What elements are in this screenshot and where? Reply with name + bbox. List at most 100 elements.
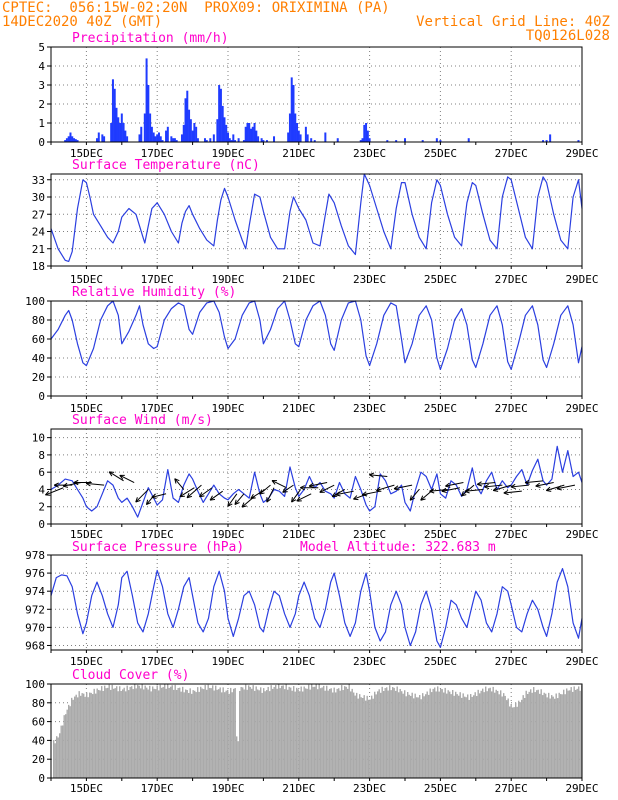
cloud-bar (171, 685, 173, 778)
cloud-bar (321, 687, 323, 778)
cloud-bar (413, 698, 415, 778)
precip-bar (212, 134, 215, 142)
x-tick-label: 15DEC (70, 402, 103, 415)
cloud-bar (219, 687, 221, 778)
cloud-bar (575, 689, 577, 778)
wind-arrow (492, 484, 512, 492)
cloud-bar (59, 733, 61, 778)
cloud-bar (182, 686, 184, 778)
wind-arrow (361, 490, 381, 497)
precip-bar (150, 126, 153, 142)
wind-arrow (108, 471, 124, 482)
precip-bar (188, 109, 191, 142)
cloud-bar (159, 684, 161, 778)
cloud-bar (560, 694, 562, 778)
cloud-bar (270, 685, 272, 778)
cloud-bar (230, 687, 232, 778)
cloud-bar (417, 697, 419, 778)
cloud-bar (180, 691, 182, 778)
cloud-bar (485, 686, 487, 778)
cloud-bar (77, 697, 79, 778)
cloud-bar (110, 689, 112, 778)
precip-bar (143, 113, 146, 142)
wind-arrow (135, 489, 149, 503)
cloud-bar (530, 689, 532, 778)
cloud-bar (282, 685, 284, 778)
cloud-bar (402, 693, 404, 778)
precip-bar (113, 88, 116, 142)
cloud-bar (482, 688, 484, 778)
cloud-bar (558, 692, 560, 778)
wind-arrow (477, 481, 496, 487)
x-tick-label: 15DEC (70, 528, 103, 541)
precip-bar (74, 139, 77, 142)
y-tick-label: 0 (38, 136, 45, 149)
cloud-bar (248, 685, 250, 778)
precip-bar (257, 136, 260, 142)
precip-bar (97, 132, 100, 142)
cloud-bar (510, 704, 512, 778)
cloud-bar (212, 685, 214, 778)
cloud-bar (422, 693, 424, 778)
x-tick-label: 21DEC (282, 782, 315, 795)
wind-arrow (535, 482, 554, 488)
cloud-bar (500, 690, 502, 778)
x-tick-label: 19DEC (211, 402, 244, 415)
cloud-bar (57, 737, 59, 778)
precip-bar (138, 134, 141, 142)
cloud-bar (191, 693, 193, 778)
cloud-bar (228, 693, 230, 778)
cloud-bar (204, 684, 206, 778)
cloud-bar (209, 687, 211, 778)
cloud-bar (155, 689, 157, 778)
precip-bar (366, 130, 369, 142)
precip-bar (101, 134, 104, 142)
cloud-bar (132, 689, 134, 778)
cloud-bar (54, 743, 56, 778)
precip-bar (196, 138, 199, 142)
cloud-bar (80, 695, 82, 778)
x-tick-label: 19DEC (211, 782, 244, 795)
precip-bar (549, 134, 552, 142)
cloud-bar (92, 694, 94, 778)
cloud-bar (516, 706, 518, 778)
precip-bar (386, 140, 389, 142)
y-tick-label: 1 (38, 117, 45, 130)
cloud-bar (459, 692, 461, 778)
cloud-bar (279, 688, 281, 778)
cloud-bar (509, 706, 511, 778)
x-tick-label: 27DEC (495, 655, 528, 668)
cloud-bar (372, 698, 374, 778)
wind-arrow (409, 489, 420, 501)
cloud-bar (368, 699, 370, 778)
cloud-bar (261, 692, 263, 778)
y-tick-label: 970 (25, 621, 45, 634)
wind-arrow (85, 481, 105, 487)
cloud-bar (128, 690, 130, 778)
precip-bar (299, 134, 302, 142)
panel-frame (50, 173, 583, 267)
cloud-bar (554, 698, 556, 778)
cloud-bar (447, 690, 449, 778)
y-tick-label: 33 (32, 174, 45, 187)
x-tick-label: 19DEC (211, 655, 244, 668)
cloud-bar (176, 689, 178, 778)
x-tick-label: 27DEC (495, 147, 528, 160)
cloud-bar (183, 692, 185, 778)
cloud-bar (396, 686, 398, 778)
cloud-bar (231, 692, 233, 778)
cloud-bar (386, 687, 388, 778)
cloud-bar (390, 690, 392, 778)
wind-arrow (271, 480, 287, 489)
wind-arrow (393, 484, 413, 491)
precip-bar (65, 138, 68, 142)
cloud-bar (359, 694, 361, 778)
cloud-bar (113, 688, 115, 778)
cloud-bar (399, 688, 401, 778)
cloud-bar (107, 687, 109, 778)
y-tick-label: 20 (32, 753, 45, 766)
wind-arrow (308, 482, 328, 488)
cloud-bar (236, 736, 238, 778)
y-tick-label: 978 (25, 549, 45, 562)
cloud-bar (555, 693, 557, 778)
